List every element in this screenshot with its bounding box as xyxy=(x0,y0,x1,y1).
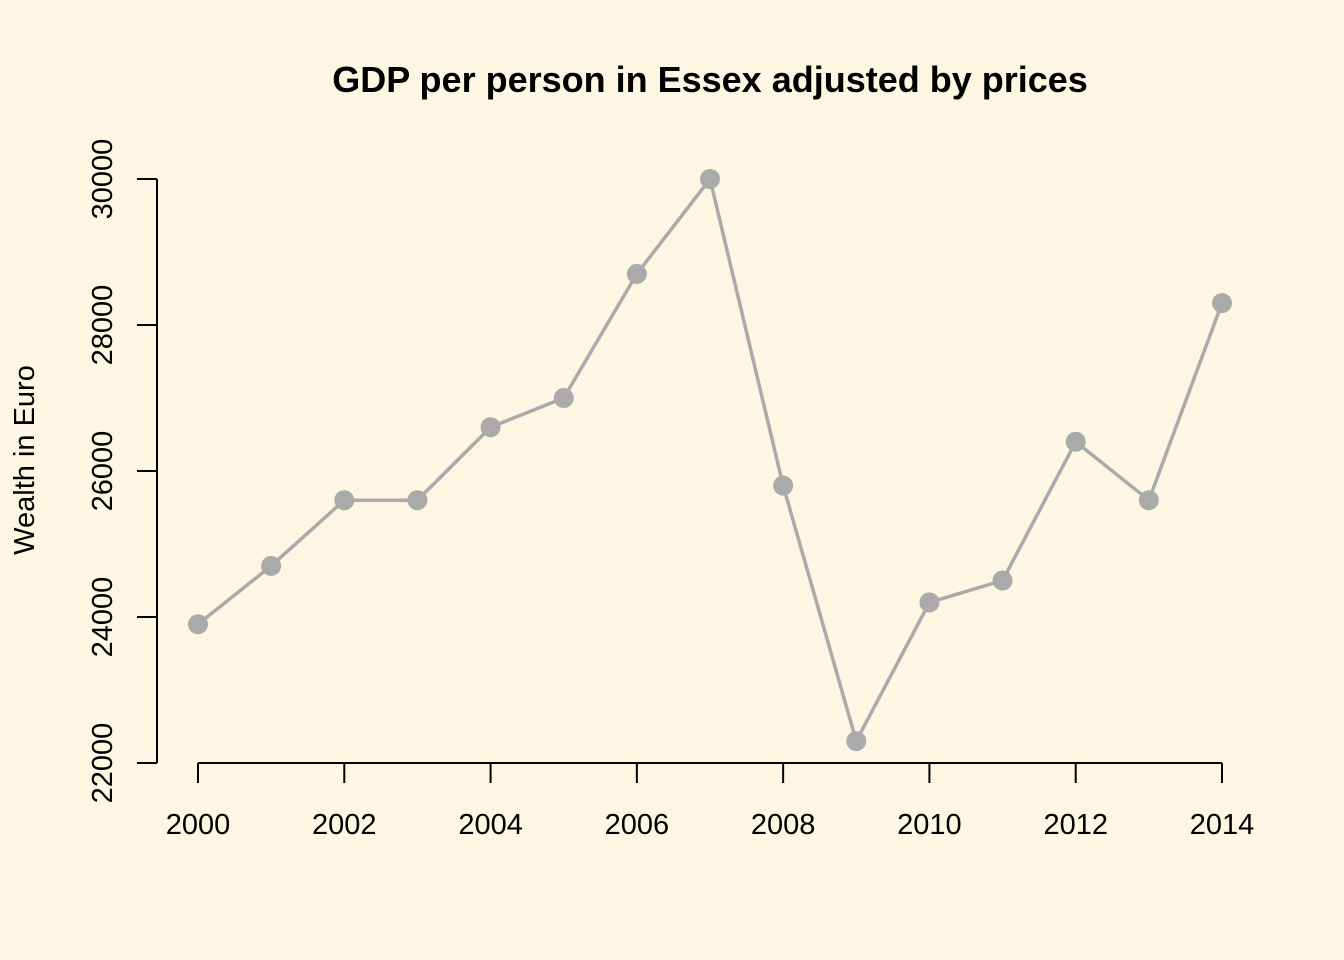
x-tick-label: 2010 xyxy=(897,809,962,841)
data-point-2004 xyxy=(480,417,501,438)
x-tick-label: 2014 xyxy=(1190,809,1255,841)
data-point-2001 xyxy=(261,555,282,576)
x-tick-label: 2002 xyxy=(312,809,377,841)
y-tick-label: 24000 xyxy=(87,577,119,658)
x-tick-label: 2008 xyxy=(751,809,816,841)
data-point-2006 xyxy=(626,263,647,284)
data-point-2005 xyxy=(553,388,574,408)
data-point-2003 xyxy=(407,490,428,511)
data-point-2008 xyxy=(773,475,794,496)
x-axis: 2000 2002 2004 2006 2008 2010 2012 2014 xyxy=(166,762,1255,841)
chart-title: GDP per person in Essex adjusted by pric… xyxy=(332,59,1088,100)
series-layer xyxy=(188,169,1232,752)
x-tick-label: 2006 xyxy=(605,809,670,841)
y-axis-label: Wealth in Euro xyxy=(9,365,41,555)
y-tick-label: 22000 xyxy=(87,723,119,804)
x-tick-label: 2004 xyxy=(458,809,523,841)
x-tick-label: 2000 xyxy=(166,809,231,841)
y-tick-label: 26000 xyxy=(87,431,119,512)
data-point-2011 xyxy=(992,570,1013,591)
data-point-2014 xyxy=(1212,293,1232,314)
y-axis: 22000 24000 26000 28000 30000 xyxy=(87,139,158,804)
data-point-2013 xyxy=(1138,490,1159,511)
data-point-2010 xyxy=(919,592,940,613)
y-tick-label: 30000 xyxy=(87,139,119,220)
data-point-2007 xyxy=(700,169,720,189)
data-point-2012 xyxy=(1065,431,1086,452)
x-tick-label: 2012 xyxy=(1043,809,1108,841)
data-point-2002 xyxy=(334,490,355,511)
data-point-2000 xyxy=(188,614,208,635)
data-point-2009 xyxy=(846,731,867,752)
y-tick-label: 28000 xyxy=(87,285,119,366)
